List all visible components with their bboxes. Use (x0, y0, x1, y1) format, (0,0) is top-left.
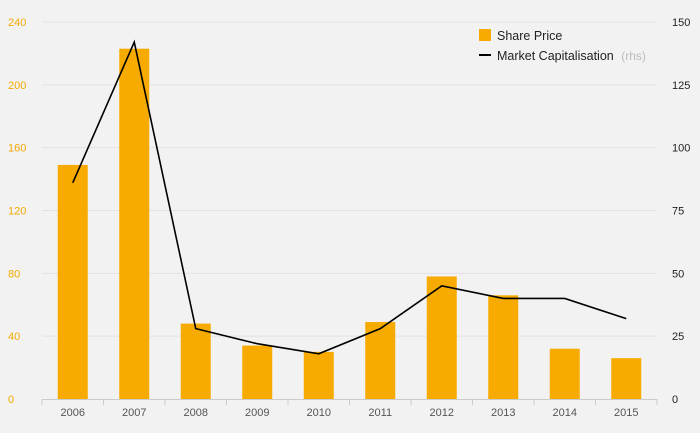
left-axis-tick-label: 160 (8, 143, 26, 155)
legend-label-share-price: Share Price (497, 29, 562, 43)
x-axis-tick-label: 2012 (430, 407, 454, 419)
share-price-bar (488, 295, 519, 399)
x-axis-tick-label: 2015 (614, 407, 638, 419)
left-axis-tick-label: 240 (8, 17, 26, 29)
share-price-bar (180, 323, 211, 399)
left-axis-tick-label: 200 (8, 80, 26, 92)
market-cap-line (72, 39, 627, 355)
x-axis-tick-label: 2008 (184, 407, 208, 419)
left-axis-tick-label: 0 (8, 394, 14, 406)
right-axis-tick-label: 50 (672, 268, 684, 280)
share-price-bars (57, 48, 642, 400)
x-axis-tick-label: 2014 (553, 407, 577, 419)
right-axis-tick-label: 125 (672, 80, 690, 92)
left-axis-tick-label: 40 (8, 331, 20, 343)
right-axis-tick-label: 75 (672, 206, 684, 218)
axes: 0 40 80 120 160 200 240 0 25 50 75 100 125 150 2006 200… (8, 17, 690, 419)
market-cap-line-group (72, 39, 627, 355)
right-axis-tick-label: 0 (672, 394, 678, 406)
share-price-bar (426, 276, 457, 399)
right-axis-tick-label: 100 (672, 143, 690, 155)
legend: Share Price Market Capitalisation (rhs) (479, 29, 646, 63)
share-price-bar (365, 322, 396, 399)
share-price-bar (611, 358, 642, 399)
x-axis-tick-label: 2006 (61, 407, 85, 419)
legend-swatch-share-price (479, 29, 491, 41)
share-price-bar (57, 164, 88, 399)
legend-label-rhs-note: (rhs) (621, 49, 646, 63)
x-axis-tick-label: 2009 (245, 407, 269, 419)
x-axis-tick-label: 2013 (491, 407, 515, 419)
share-price-bar (303, 351, 334, 399)
x-axis-tick-label: 2007 (122, 407, 146, 419)
x-axis-tick-label: 2010 (307, 407, 331, 419)
share-price-bar (119, 48, 150, 400)
share-price-bar (549, 348, 580, 399)
x-axis-tick-label: 2011 (368, 407, 392, 419)
legend-label-market-cap: Market Capitalisation (rhs) (497, 49, 646, 63)
legend-label-market-cap-text: Market Capitalisation (497, 49, 614, 63)
share-price-bar (242, 345, 273, 399)
left-axis-tick-label: 80 (8, 268, 20, 280)
left-axis-tick-label: 120 (8, 206, 26, 218)
right-axis-tick-label: 25 (672, 331, 684, 343)
right-axis-tick-label: 150 (672, 17, 690, 29)
